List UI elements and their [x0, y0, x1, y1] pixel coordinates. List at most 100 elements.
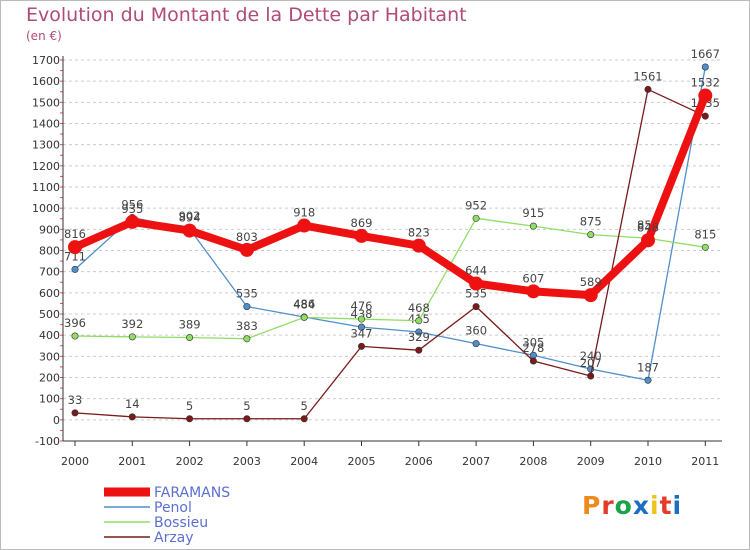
data-point-penol	[472, 340, 480, 348]
y-tick-label: 400	[39, 329, 60, 342]
data-label-faramans: 918	[293, 206, 315, 220]
data-point-faramans	[297, 218, 312, 233]
data-point-bossieu	[71, 332, 79, 340]
chart-title: Evolution du Montant de la Dette par Hab…	[26, 4, 467, 26]
data-label-arzay: 329	[408, 330, 430, 344]
data-point-faramans	[469, 276, 484, 291]
x-tick-label: 2002	[176, 455, 204, 468]
data-point-faramans	[182, 223, 197, 238]
x-tick-label: 2006	[405, 455, 433, 468]
y-tick-label: 1200	[32, 160, 60, 173]
data-label-bossieu: 383	[236, 319, 258, 333]
data-label-faramans: 607	[522, 271, 544, 285]
data-label-penol: 711	[64, 249, 86, 263]
data-point-faramans	[239, 242, 254, 257]
data-label-penol: 902	[179, 209, 201, 223]
legend-label-arzay: Arzay	[154, 530, 194, 546]
legend-label-penol: Penol	[154, 500, 192, 516]
series-line-arzay	[74, 88, 706, 420]
data-point-faramans	[354, 228, 369, 243]
data-point-penol	[644, 376, 652, 384]
legend-label-bossieu: Bossieu	[154, 515, 208, 531]
x-tick-label: 2011	[691, 455, 719, 468]
data-label-bossieu: 815	[694, 227, 716, 241]
data-point-faramans	[583, 288, 598, 303]
proxiti-logo: Proxiti	[582, 491, 683, 520]
data-label-penol: 486	[293, 297, 315, 311]
x-tick-label: 2007	[462, 455, 490, 468]
y-tick-label: 1400	[32, 118, 60, 131]
data-label-penol: 1667	[691, 47, 720, 61]
data-point-penol	[357, 323, 365, 331]
x-tick-label: 2008	[519, 455, 547, 468]
data-label-penol: 187	[637, 360, 659, 374]
data-label-arzay: 5	[301, 399, 308, 413]
y-tick-label: 700	[39, 266, 60, 279]
x-tick-label: 2001	[118, 455, 146, 468]
data-point-bossieu	[357, 315, 365, 323]
y-tick-label: 1600	[32, 75, 60, 88]
data-label-bossieu: 915	[522, 206, 544, 220]
data-point-faramans	[411, 238, 426, 253]
data-point-bossieu	[186, 333, 194, 341]
data-label-arzay: 5	[243, 399, 250, 413]
data-point-faramans	[698, 88, 713, 103]
data-label-bossieu: 476	[351, 299, 373, 313]
data-label-arzay: 535	[465, 287, 487, 301]
data-label-arzay: 14	[125, 397, 140, 411]
data-point-bossieu	[128, 333, 136, 341]
data-label-bossieu: 392	[121, 317, 143, 331]
data-label-faramans: 823	[408, 226, 430, 240]
data-point-penol	[415, 328, 423, 336]
x-tick-label: 2000	[61, 455, 89, 468]
legend-label-faramans: FARAMANS	[154, 485, 230, 501]
data-point-penol	[243, 303, 251, 311]
data-point-penol	[71, 265, 79, 273]
y-tick-label: 900	[39, 223, 60, 236]
data-point-bossieu	[415, 317, 423, 325]
data-label-penol: 956	[121, 197, 143, 211]
data-point-arzay	[701, 112, 709, 120]
x-tick-label: 2003	[233, 455, 261, 468]
data-label-arzay: 5	[186, 399, 193, 413]
data-label-penol: 535	[236, 287, 258, 301]
series-line-bossieu	[74, 217, 706, 340]
y-tick-label: -100	[35, 435, 60, 448]
data-point-faramans	[125, 214, 140, 229]
x-tick-label: 2004	[290, 455, 318, 468]
chart-subtitle: (en €)	[26, 29, 62, 43]
y-tick-label: 1300	[32, 139, 60, 152]
data-point-bossieu	[701, 243, 709, 251]
data-point-bossieu	[300, 313, 308, 321]
data-point-arzay	[128, 413, 136, 421]
data-point-arzay	[587, 372, 595, 380]
data-label-bossieu: 468	[408, 301, 430, 315]
data-label-faramans: 816	[64, 227, 86, 241]
data-label-faramans: 935	[121, 202, 143, 216]
data-label-arzay: 347	[351, 326, 373, 340]
data-point-arzay	[243, 415, 251, 423]
data-point-penol	[701, 63, 709, 71]
x-tick-label: 2005	[348, 455, 376, 468]
data-label-penol: 305	[522, 335, 544, 349]
y-tick-label: 500	[39, 308, 60, 321]
y-tick-label: 0	[53, 414, 60, 427]
data-point-faramans	[68, 240, 82, 255]
y-tick-label: 200	[39, 372, 60, 385]
x-tick-label: 2009	[577, 455, 605, 468]
y-tick-label: 1100	[32, 181, 60, 194]
data-point-arzay	[357, 342, 365, 350]
data-point-bossieu	[529, 222, 537, 230]
data-point-arzay	[472, 303, 480, 311]
data-label-faramans: 644	[465, 264, 487, 278]
y-tick-label: 1000	[32, 202, 60, 215]
data-label-arzay: 1561	[633, 69, 662, 83]
data-label-penol: 438	[351, 307, 373, 321]
y-tick-label: 600	[39, 287, 60, 300]
data-label-arzay: 33	[68, 393, 83, 407]
data-point-bossieu	[243, 335, 251, 343]
y-tick-label: 100	[39, 393, 60, 406]
data-label-bossieu: 952	[465, 198, 487, 212]
data-point-arzay	[186, 415, 194, 423]
